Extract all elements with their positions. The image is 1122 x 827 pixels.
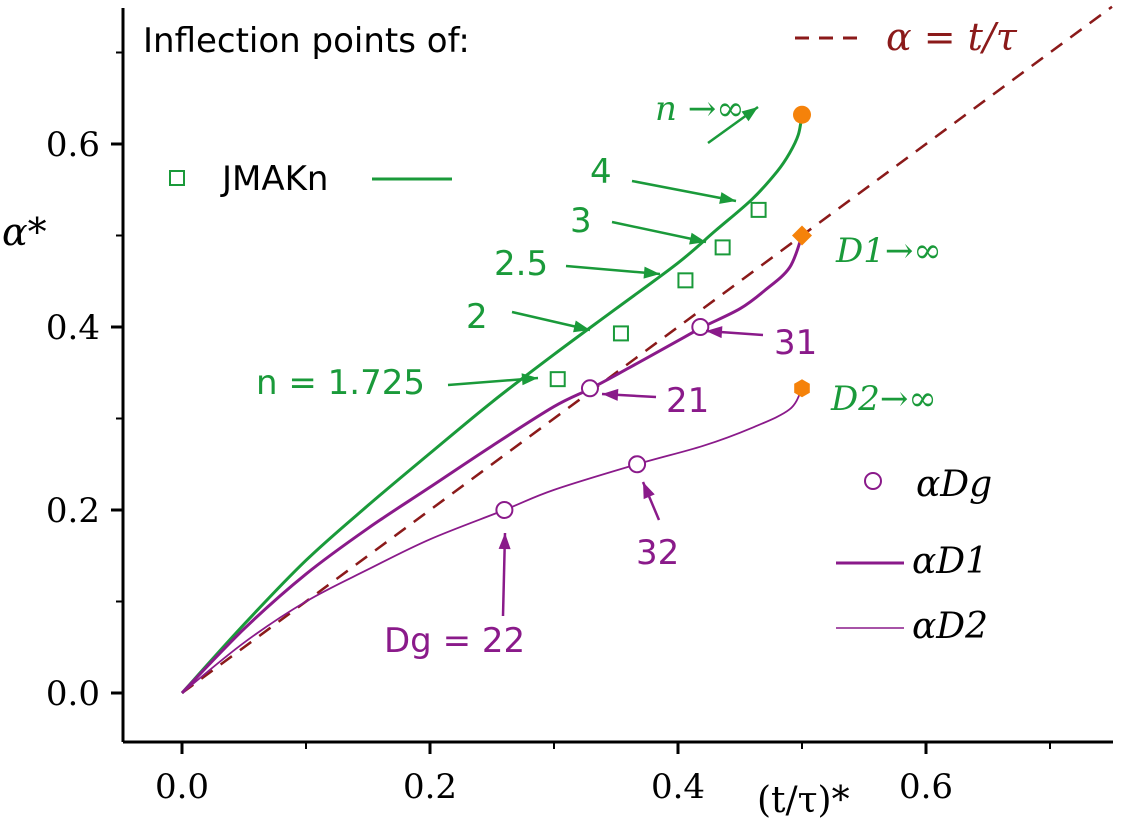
label-d2-infinity: D2→∞ [830,379,937,419]
arrow-n-2-head [573,320,590,333]
limit-marker-n [793,105,811,124]
x-tick-label-1: 0.2 [403,767,457,807]
ticks [111,51,1051,754]
jmakn-inflection-marker-4 [750,201,767,218]
series-layer [180,5,1113,695]
x-tick-label-3: 0.6 [899,767,953,807]
axes [121,8,1113,744]
label-dg-32: 32 [636,533,679,573]
y-tick-label-2: 0.4 [46,308,100,348]
chart-title: Inflection points of: [143,21,470,61]
label-dg-21: 21 [666,381,709,421]
x-tick-label-0: 0.0 [155,767,209,807]
d1-curve [180,234,804,695]
reference-line [181,5,1113,695]
label-n-infinity: n →∞ [655,89,745,129]
limit-marker-d2 [794,379,810,398]
dg-inflection-marker-2 [580,379,599,398]
jmakn-inflection-marker-2 [677,272,694,289]
arrow-n-25-head [643,266,660,279]
arrow-n-3-shaft [611,220,707,244]
label-n-2: 2 [466,297,488,337]
label-dg-22: Dg = 22 [384,621,525,661]
y-tick-label-0: 0.0 [46,674,100,714]
arrow-n-4-shaft [631,179,737,203]
jmakn-legend-marker [169,170,185,186]
d1-legend-label: αD1 [912,541,988,582]
d2-curve [181,387,803,694]
label-n-1725: n = 1.725 [256,363,425,403]
jmakn-inflection-marker-0 [549,371,566,388]
arrow-dg-32-head [643,482,655,500]
arrow-dg-22-head [498,533,511,550]
x-tick-label-2: 0.4 [651,767,705,807]
jmakn-legend-label: JMAKn [220,159,328,199]
dg-inflection-marker-0 [495,501,514,519]
arrow-n-infinity-head [741,107,758,122]
label-n-25: 2.5 [494,244,548,284]
y-tick-label-1: 0.2 [46,491,100,531]
y-axis-label: α* [2,210,47,254]
x-axis-label: (t/τ)* [757,780,850,821]
y-tick-label-3: 0.6 [46,125,100,165]
arrow-dg-31-head [706,326,723,339]
label-n-4: 4 [590,152,612,192]
label-d1-infinity: D1→∞ [835,231,942,271]
jmakn-inflection-marker-3 [714,239,731,256]
limit-marker-d1 [792,225,812,246]
label-dg-31: 31 [774,323,817,363]
label-n-3: 3 [570,201,592,241]
dg-inflection-marker-1 [628,455,647,474]
arrow-n-3-head [689,232,706,245]
arrows-layer [447,105,764,617]
dg-legend-marker [864,472,882,490]
tick-labels: 0.0 0.2 0.4 0.6 0.0 0.2 0.4 0.6 [46,125,953,807]
markers-layer [495,105,812,519]
jmakn-inflection-marker-1 [612,325,629,342]
arrow-dg-21-head [602,388,619,401]
arrow-n-1725-head [521,373,538,386]
dg-legend-label: αDg [916,464,992,505]
d2-legend-label: αD2 [912,606,988,647]
reference-legend-label: α = t/τ [886,15,1018,59]
arrow-n-4-head [719,192,736,204]
dg-inflection-marker-3 [691,318,710,336]
